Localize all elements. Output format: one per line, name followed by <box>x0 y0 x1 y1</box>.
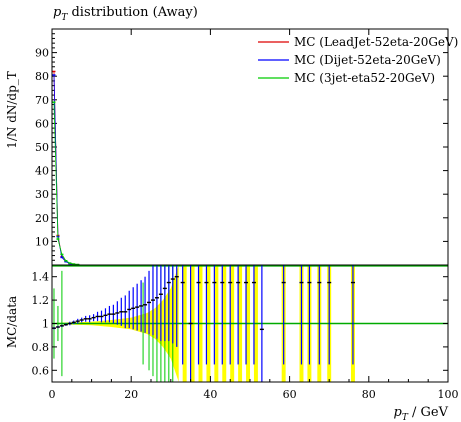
main-y-label: 1/N dN/dp_T <box>5 71 19 149</box>
x-tick-label: 60 <box>283 388 297 401</box>
main-y-tick-label: 60 <box>35 117 49 130</box>
main-y-tick-label: 80 <box>35 70 49 83</box>
main-y-ticks: 10 20 30 40 50 60 70 80 90 <box>35 33 448 261</box>
main-y-tick-label: 90 <box>35 47 49 60</box>
main-series <box>52 70 80 266</box>
ratio-y-ticks: 0.6 0.8 1 1.2 1.4 <box>32 271 448 377</box>
main-y-tick-label: 10 <box>35 235 49 248</box>
ratio-y-tick-label: 0.6 <box>32 364 50 377</box>
legend-label-3jet: MC (3jet-eta52-20GeV) <box>294 71 435 85</box>
legend: MC (LeadJet-52eta-20GeV) MC (Dijet-52eta… <box>258 35 458 85</box>
main-y-tick-label: 70 <box>35 94 49 107</box>
chart-title-main: p <box>53 5 62 20</box>
x-axis-label-sub: T <box>402 413 409 422</box>
ratio-y-tick-label: 1 <box>42 318 49 331</box>
ratio-y-label: MC/data <box>5 296 19 348</box>
x-tick-label: 40 <box>203 388 217 401</box>
ratio-y-tick-label: 1.4 <box>32 271 50 284</box>
main-y-tick-label: 30 <box>35 188 49 201</box>
ratio-x-ticks: 0 20 40 60 80 100 <box>49 29 459 401</box>
x-tick-label: 20 <box>124 388 138 401</box>
chart-title-sub: T <box>61 13 68 23</box>
legend-label-leadjet: MC (LeadJet-52eta-20GeV) <box>294 35 458 49</box>
ratio-y-tick-label: 1.2 <box>32 294 50 307</box>
x-axis-label-rest: / GeV <box>408 405 449 420</box>
legend-label-dijet: MC (Dijet-52eta-20GeV) <box>294 53 441 67</box>
main-y-tick-label: 40 <box>35 165 49 178</box>
main-y-tick-label: 50 <box>35 141 49 154</box>
ratio-y-tick-label: 0.8 <box>32 341 50 354</box>
x-axis-label: pT / GeV <box>394 405 449 422</box>
x-tick-label: 80 <box>362 388 376 401</box>
x-axis-label-main: p <box>394 405 403 420</box>
x-tick-label: 100 <box>438 388 459 401</box>
chart-title: pT distribution (Away) <box>53 5 198 23</box>
main-y-tick-label: 20 <box>35 212 49 225</box>
ratio-reference-line <box>52 265 448 325</box>
main-line-2 <box>53 102 78 265</box>
ratio-points <box>51 265 355 382</box>
chart-title-rest: distribution (Away) <box>67 5 197 20</box>
x-tick-label: 0 <box>49 388 56 401</box>
